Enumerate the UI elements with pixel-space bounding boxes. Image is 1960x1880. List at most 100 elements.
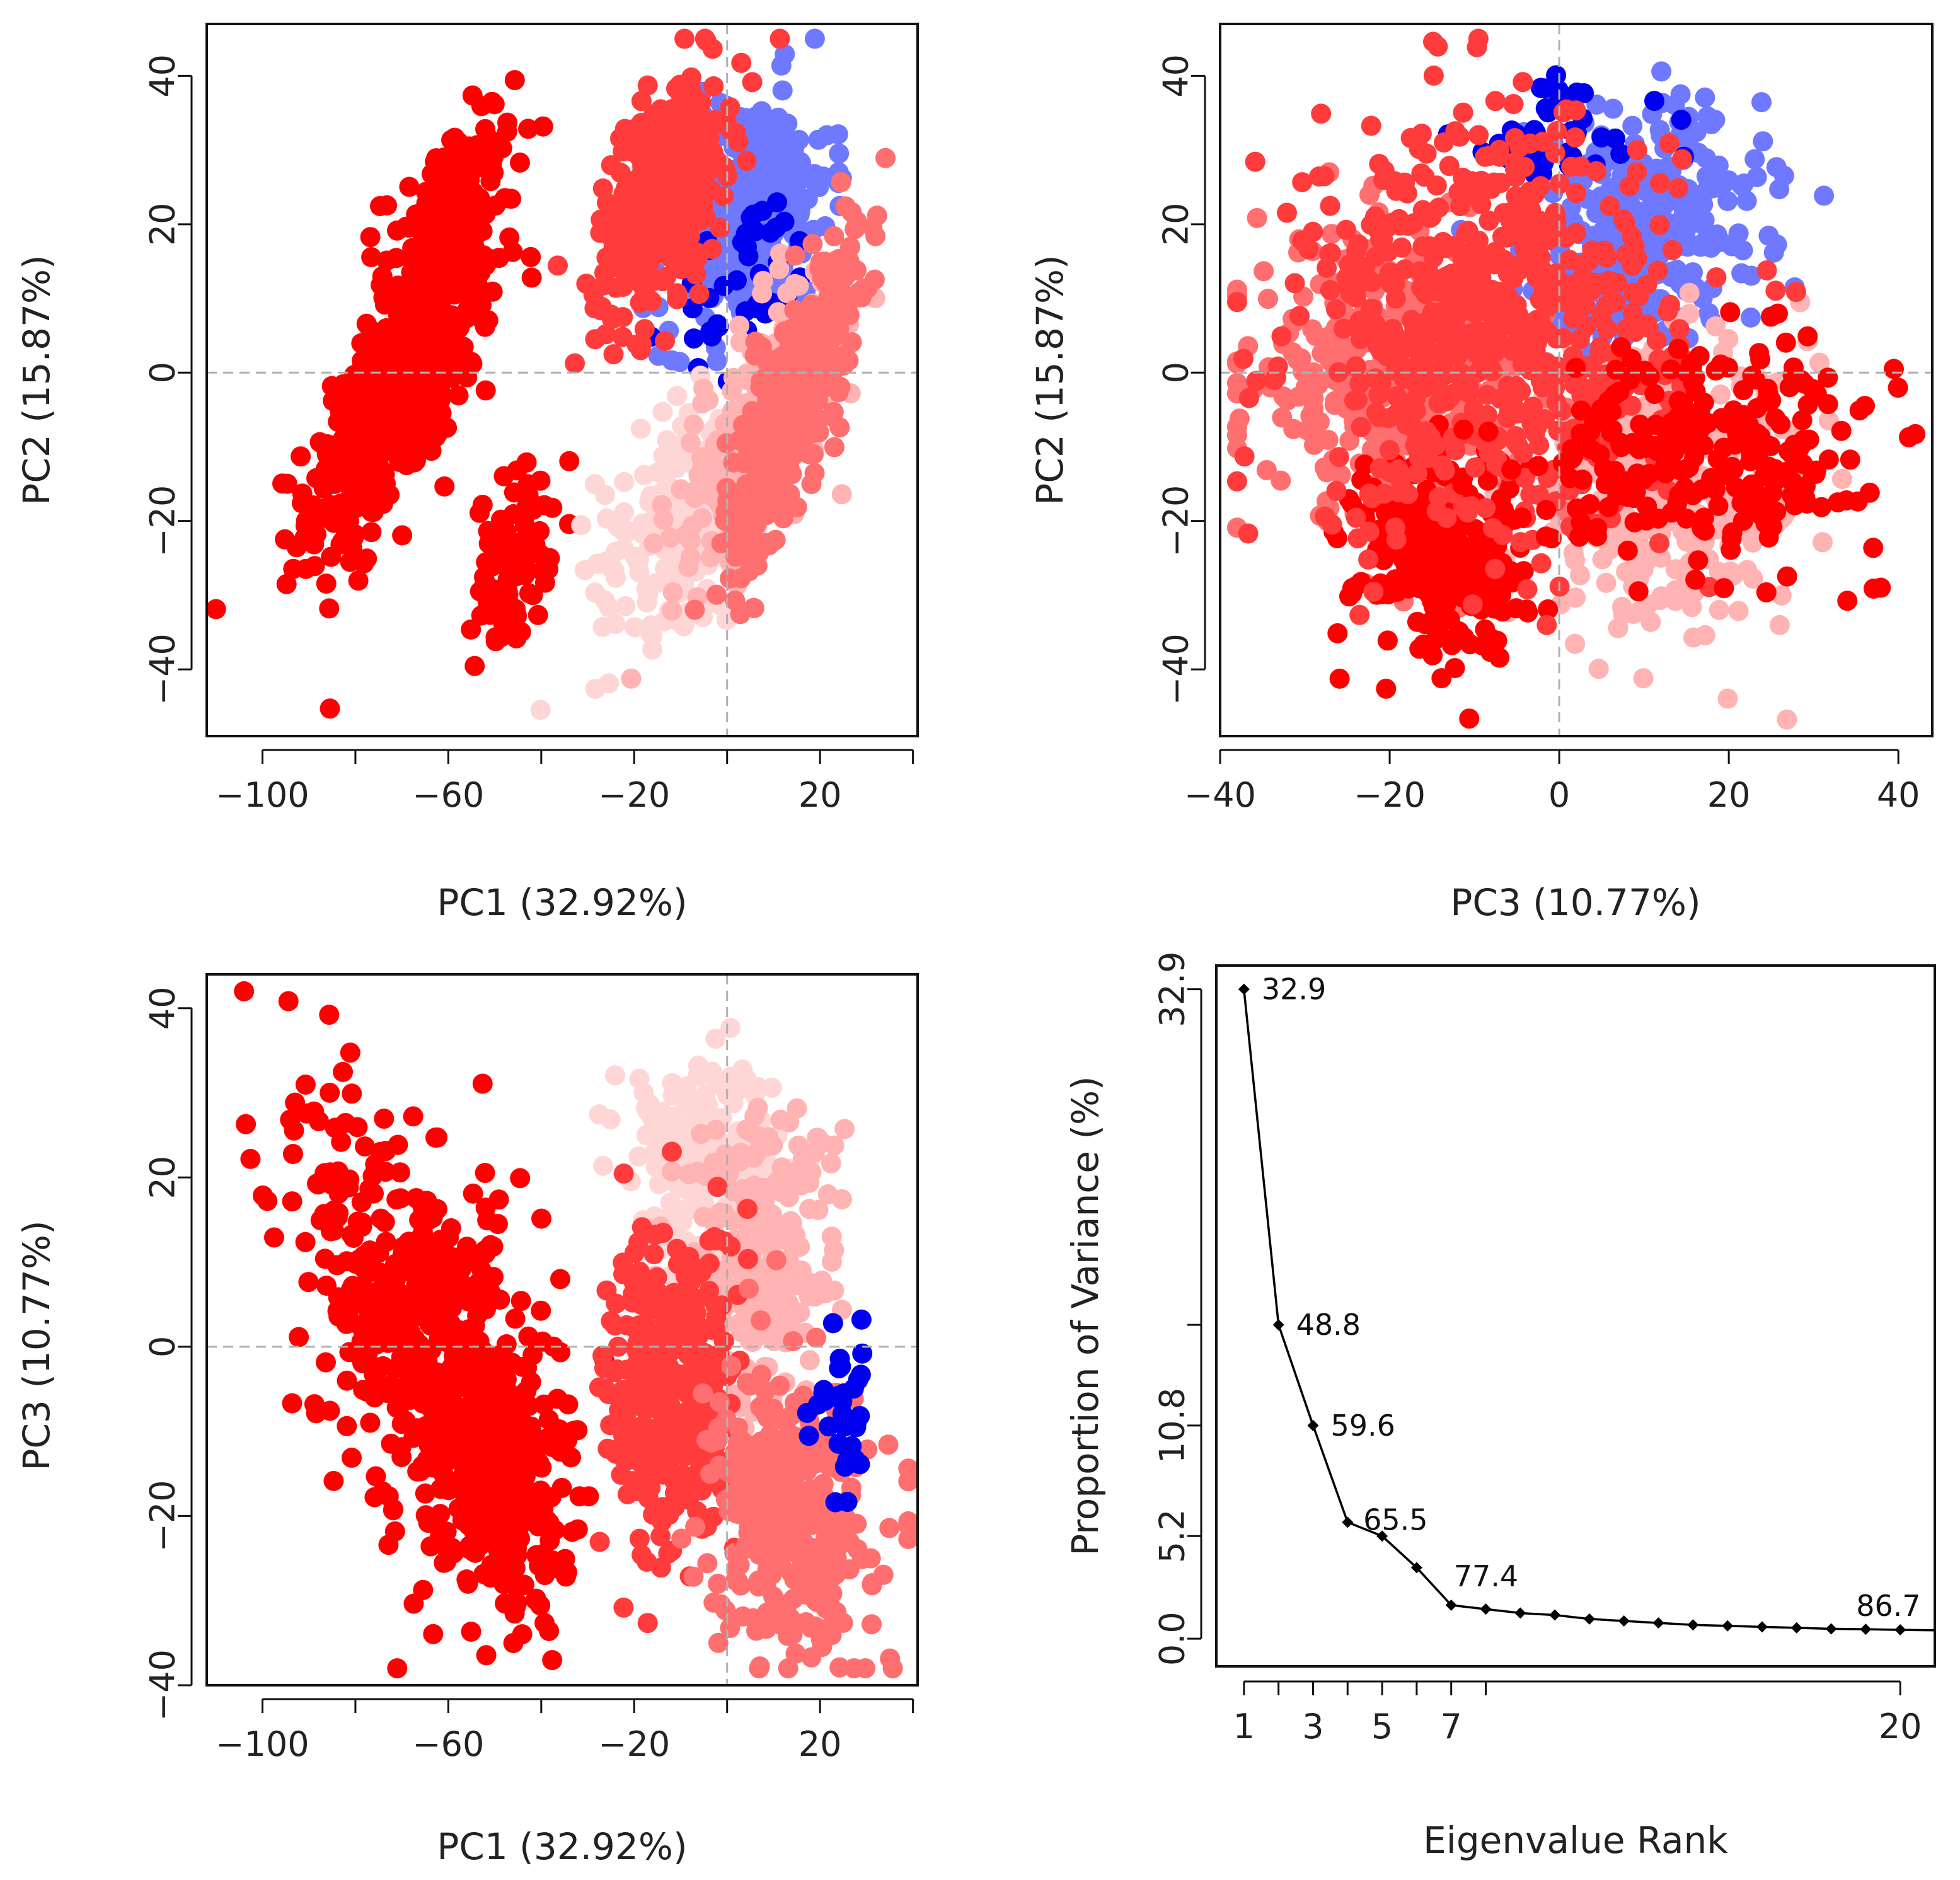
point: [1615, 213, 1635, 234]
point: [1326, 299, 1346, 320]
point: [875, 147, 896, 168]
point: [669, 113, 689, 134]
point: [751, 497, 772, 518]
point: [205, 599, 226, 620]
point: [1545, 143, 1565, 163]
point: [1347, 389, 1368, 410]
y-tick-label: 0: [143, 362, 183, 383]
point: [319, 1005, 340, 1025]
point: [1452, 475, 1473, 495]
x-tick-label: −40: [1184, 775, 1256, 815]
point: [655, 331, 675, 352]
point: [1756, 260, 1777, 280]
point: [1793, 430, 1814, 450]
point: [804, 28, 825, 49]
point: [1499, 378, 1519, 399]
point: [417, 343, 437, 364]
point: [1245, 151, 1265, 172]
point: [1362, 299, 1383, 319]
point: [1777, 566, 1797, 587]
point: [403, 1106, 424, 1127]
point: [282, 1393, 303, 1414]
point: [1233, 349, 1254, 369]
point: [621, 668, 642, 689]
point: [1840, 449, 1860, 470]
point: [837, 297, 858, 318]
point: [1416, 143, 1437, 164]
point: [1327, 623, 1348, 643]
point: [1761, 390, 1782, 411]
point: [461, 619, 481, 640]
point: [1669, 319, 1690, 340]
point: [1445, 236, 1465, 256]
point: [684, 328, 704, 349]
point: [401, 262, 422, 283]
point: [1565, 633, 1586, 654]
point: [729, 315, 750, 336]
point: [1309, 166, 1330, 187]
point: [423, 1623, 444, 1644]
point: [289, 1327, 309, 1347]
point: [1359, 483, 1380, 504]
x-tick-label: −20: [598, 775, 670, 815]
point: [667, 386, 688, 407]
point: [732, 543, 752, 563]
point: [1760, 306, 1781, 327]
point: [1376, 678, 1397, 699]
x-tick-label: 0: [1548, 775, 1570, 815]
point: [1615, 319, 1636, 340]
point: [1377, 630, 1398, 651]
point: [1427, 36, 1448, 57]
point: [461, 245, 481, 265]
point: [1657, 301, 1678, 321]
point: [304, 1101, 325, 1122]
point: [379, 485, 400, 505]
point: [1487, 326, 1508, 347]
point: [470, 502, 490, 523]
x-axis-title: PC1 (32.92%): [437, 881, 687, 924]
point: [1536, 500, 1557, 521]
point: [840, 236, 860, 257]
point: [1517, 579, 1538, 600]
point: [867, 205, 887, 226]
point: [1855, 396, 1876, 417]
point: [772, 80, 793, 101]
point: [333, 1061, 354, 1082]
point: [359, 397, 379, 418]
point: [1238, 523, 1259, 544]
point: [392, 525, 413, 546]
point: [1398, 578, 1419, 599]
point: [1571, 156, 1591, 177]
point: [680, 432, 701, 453]
point: [1714, 578, 1734, 599]
point: [1277, 202, 1297, 223]
point: [337, 1416, 357, 1436]
point: [760, 222, 781, 243]
point: [599, 673, 620, 694]
point: [1226, 471, 1247, 492]
point: [1361, 115, 1381, 136]
point: [1458, 383, 1479, 403]
point: [1400, 128, 1421, 148]
point: [1792, 454, 1813, 475]
point: [591, 300, 611, 321]
point: [501, 613, 522, 634]
point: [628, 548, 649, 569]
point: [370, 460, 391, 481]
point: [476, 1645, 497, 1666]
point: [1436, 391, 1457, 412]
point: [399, 176, 420, 197]
point: [1453, 419, 1474, 440]
point: [643, 533, 664, 554]
point: [548, 255, 568, 276]
point: [713, 275, 734, 296]
point: [320, 698, 340, 719]
point: [1591, 127, 1612, 148]
point: [1234, 446, 1255, 467]
point: [1339, 277, 1359, 298]
point: [291, 446, 311, 467]
point: [818, 299, 839, 320]
